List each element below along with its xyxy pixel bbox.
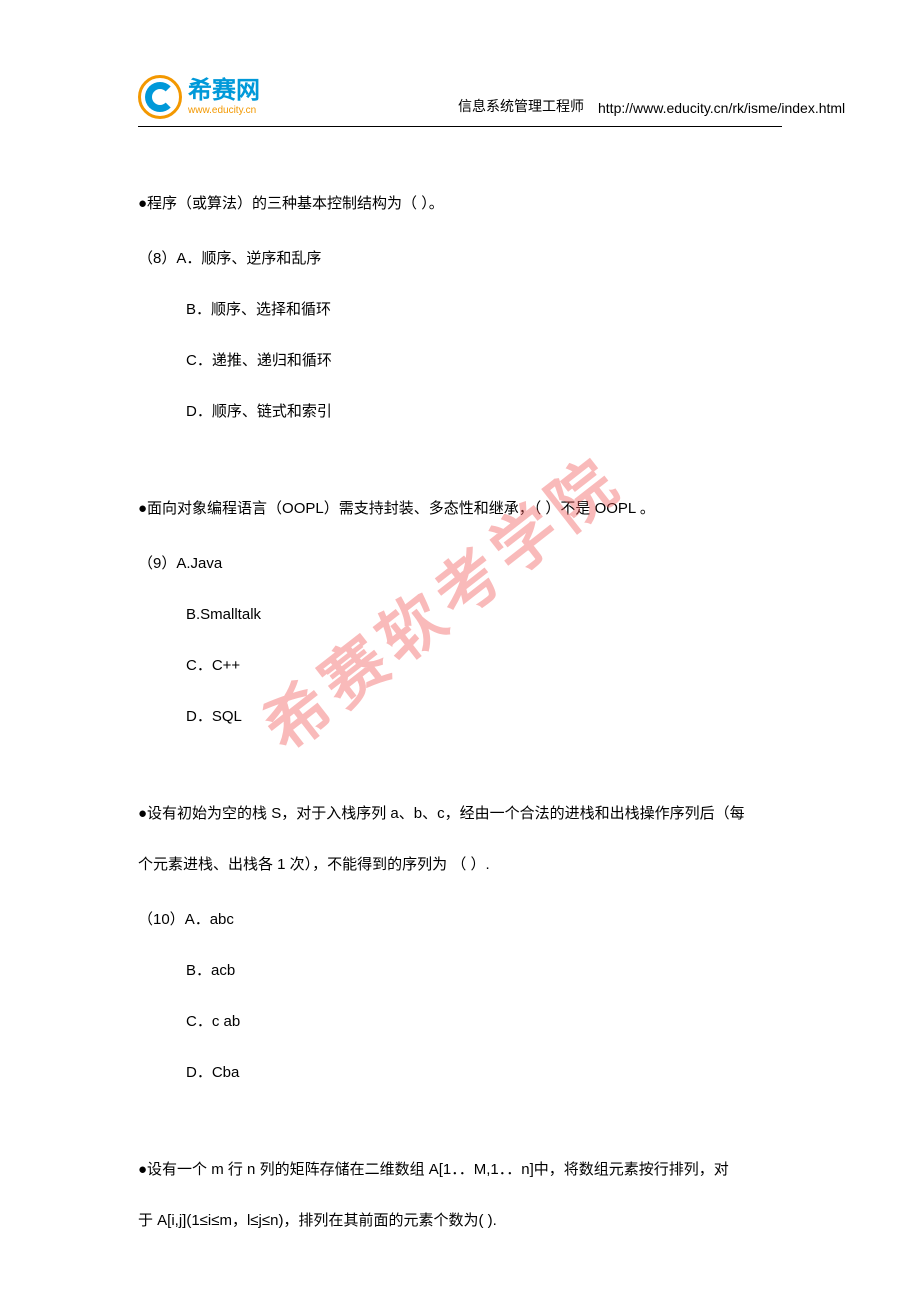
logo-icon (138, 75, 182, 119)
logo-subtitle: www.educity.cn (188, 105, 260, 116)
question-10-stem-line2: 个元素进栈、出栈各 1 次），不能得到的序列为 （ ）. (138, 851, 782, 878)
question-9-option-b: B.Smalltalk (138, 601, 782, 628)
question-10-option-a: （10）A．abc (138, 906, 782, 933)
question-8-option-b: B．顺序、选择和循环 (138, 296, 782, 323)
site-logo: 希赛网 www.educity.cn (138, 75, 260, 119)
logo-text: 希赛网 www.educity.cn (188, 78, 260, 115)
question-9-option-c: C．C++ (138, 652, 782, 679)
header-divider (138, 126, 782, 127)
document-body: ●程序（或算法）的三种基本控制结构为（ ）。 （8）A．顺序、逆序和乱序 B．顺… (138, 190, 782, 1234)
header-subtitle: 信息系统管理工程师 (458, 96, 584, 116)
question-10-option-c: C．c ab (138, 1008, 782, 1035)
question-8-option-c: C．递推、递归和循环 (138, 347, 782, 374)
question-8-option-d: D．顺序、链式和索引 (138, 398, 782, 425)
question-8-option-a: （8）A．顺序、逆序和乱序 (138, 245, 782, 272)
question-9-stem: ●面向对象编程语言（OOPL）需支持封装、多态性和继承，（ ）不是 OOPL 。 (138, 495, 782, 522)
page-header: 希赛网 www.educity.cn 信息系统管理工程师 http://www.… (138, 68, 782, 126)
question-11-stem-line1: ●设有一个 m 行 n 列的矩阵存储在二维数组 A[1．．M,1．．n]中，将数… (138, 1156, 782, 1183)
question-10-stem-line1: ●设有初始为空的栈 S，对于入栈序列 a、b、c，经由一个合法的进栈和出栈操作序… (138, 800, 782, 827)
logo-title: 希赛网 (188, 78, 260, 104)
question-9-option-d: D．SQL (138, 703, 782, 730)
header-url: http://www.educity.cn/rk/isme/index.html (598, 100, 845, 116)
question-10-option-d: D．Cba (138, 1059, 782, 1086)
question-8-stem: ●程序（或算法）的三种基本控制结构为（ ）。 (138, 190, 782, 217)
question-10-option-b: B．acb (138, 957, 782, 984)
question-11-stem-line2: 于 A[i,j](1≤i≤m，l≤j≤n)，排列在其前面的元素个数为( ). (138, 1207, 782, 1234)
question-9-option-a: （9）A.Java (138, 550, 782, 577)
